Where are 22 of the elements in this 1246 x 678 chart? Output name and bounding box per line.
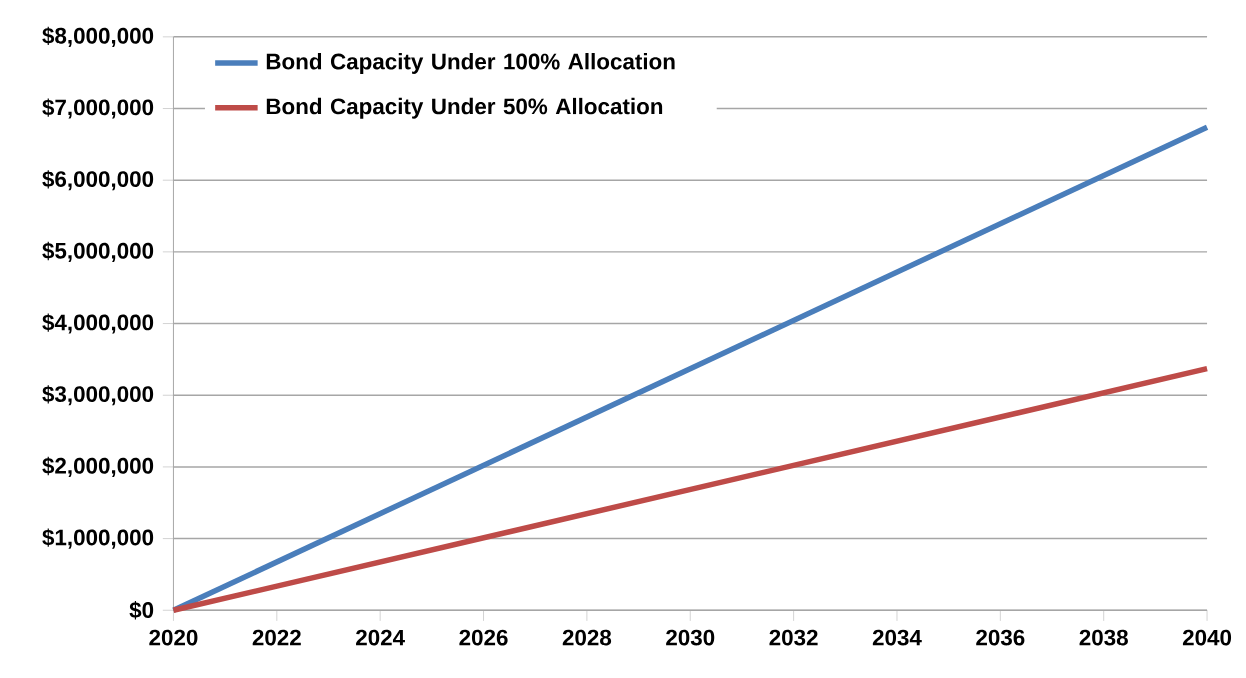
x-tick-label: 2030 bbox=[666, 629, 715, 646]
y-tick-label: $5,000,000 bbox=[42, 242, 154, 263]
x-tick-label: 2028 bbox=[562, 629, 612, 646]
y-tick-label: $1,000,000 bbox=[42, 528, 154, 549]
y-tick-label: $2,000,000 bbox=[42, 457, 154, 478]
y-tick-label: $4,000,000 bbox=[42, 313, 154, 334]
x-tick-label: 2036 bbox=[976, 629, 1025, 646]
legend-label: Bond Capacity Under 50% Allocation bbox=[266, 98, 663, 119]
x-tick-label: 2040 bbox=[1182, 629, 1232, 646]
x-tick-label: 2038 bbox=[1079, 629, 1128, 646]
y-tick-label: $7,000,000 bbox=[42, 98, 154, 119]
y-tick-label: $3,000,000 bbox=[42, 385, 154, 406]
y-tick-label: $0 bbox=[129, 601, 154, 620]
x-tick-label: 2020 bbox=[149, 629, 198, 646]
x-tick-label: 2032 bbox=[769, 629, 818, 646]
x-tick-label: 2022 bbox=[252, 629, 301, 646]
x-tick-label: 2024 bbox=[356, 629, 405, 646]
y-tick-label: $8,000,000 bbox=[42, 27, 154, 48]
x-tick-label: 2034 bbox=[872, 629, 922, 646]
legend-label: Bond Capacity Under 100% Allocation bbox=[266, 53, 675, 75]
y-tick-label: $6,000,000 bbox=[42, 170, 154, 191]
x-tick-label: 2026 bbox=[459, 629, 508, 646]
